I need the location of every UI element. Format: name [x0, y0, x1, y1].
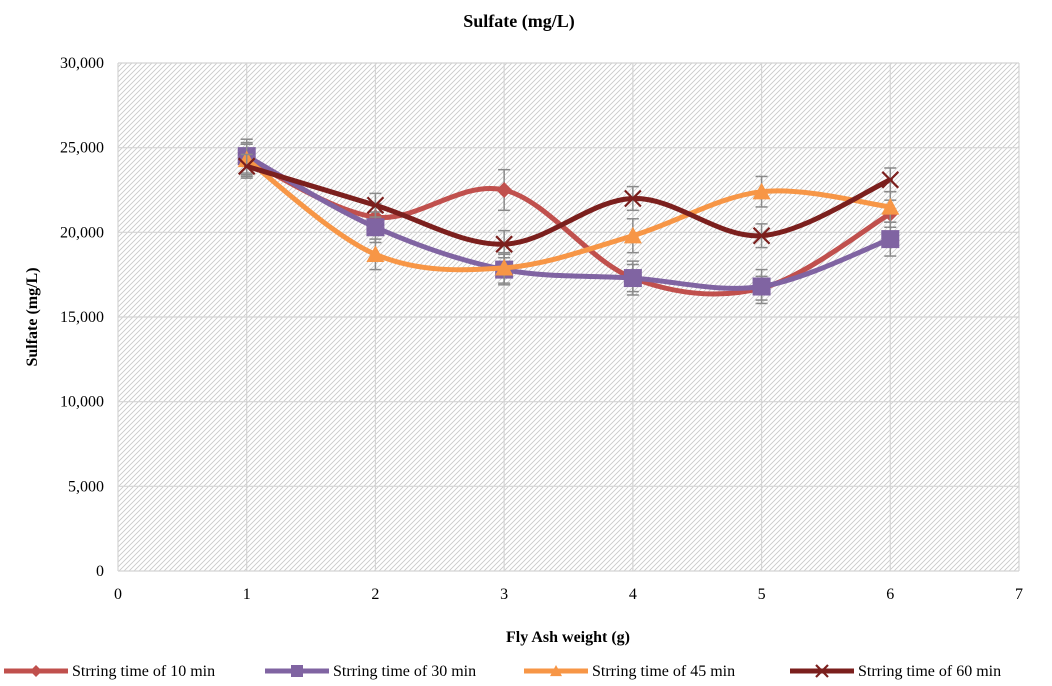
series-layer: [237, 138, 900, 305]
y-tick-label: 5,000: [68, 478, 104, 495]
triangle-marker: [881, 197, 900, 215]
square-marker: [623, 269, 642, 288]
x-marker: [624, 189, 642, 208]
legend-item-2: Strring time of 30 min: [265, 663, 476, 680]
y-tick-label: 15,000: [60, 309, 104, 326]
diamond-marker: [496, 182, 513, 198]
x-tick-label: 0: [114, 586, 122, 603]
y-tick-label: 20,000: [60, 224, 104, 241]
y-axis-ticks: 0 5,000 10,000 15,000 20,000 25,000 30,000: [60, 55, 104, 580]
triangle-marker: [550, 665, 562, 677]
x-marker: [366, 196, 385, 215]
x-tick-label: 5: [758, 586, 766, 603]
series-line: [244, 157, 893, 273]
legend-item-1: Strring time of 10 min: [4, 663, 215, 680]
x-tick-label: 1: [243, 586, 251, 603]
series-4: [237, 153, 900, 259]
x-axis-ticks: 0 1 2 3 4 5 6 7: [114, 586, 1023, 603]
x-marker: [495, 235, 513, 253]
legend-item-4: Strring time of 60 min: [790, 663, 1001, 680]
square-marker: [366, 218, 385, 237]
triangle-marker: [366, 245, 385, 262]
y-tick-label: 30,000: [60, 55, 104, 72]
y-tick-label: 25,000: [60, 140, 104, 157]
y-tick-label: 0: [96, 563, 104, 580]
y-axis-title: Sulfate (mg/L): [24, 267, 41, 366]
x-tick-label: 2: [371, 586, 379, 603]
legend-label: Strring time of 30 min: [333, 663, 476, 680]
square-marker: [291, 665, 303, 677]
legend: Strring time of 10 min Strring time of 30…: [4, 663, 1001, 680]
x-tick-label: 7: [1015, 586, 1023, 603]
x-marker: [881, 171, 900, 189]
square-marker: [881, 230, 900, 249]
series-line: [244, 153, 893, 291]
y-tick-label: 10,000: [60, 394, 104, 411]
series-line: [244, 163, 893, 247]
x-tick-label: 6: [886, 586, 894, 603]
triangle-marker: [752, 182, 771, 200]
legend-label: Strring time of 10 min: [72, 663, 215, 680]
triangle-marker: [495, 258, 514, 276]
x-marker: [815, 664, 829, 678]
diamond-marker: [30, 665, 42, 677]
legend-label: Strring time of 45 min: [592, 663, 735, 680]
x-tick-label: 3: [500, 586, 508, 603]
x-axis-title: Fly Ash weight (g): [506, 629, 630, 646]
legend-label: Strring time of 60 min: [858, 663, 1001, 680]
square-marker: [752, 277, 771, 296]
x-marker: [237, 157, 256, 176]
x-tick-label: 4: [629, 586, 637, 603]
x-marker: [752, 226, 771, 245]
legend-item-3: Strring time of 45 min: [524, 663, 735, 680]
chart-title: Sulfate (mg/L): [463, 11, 575, 32]
triangle-marker: [623, 226, 642, 244]
